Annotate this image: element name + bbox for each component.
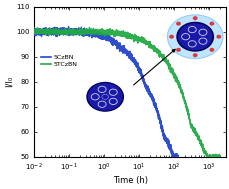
Circle shape (176, 48, 180, 51)
Circle shape (216, 35, 220, 38)
Circle shape (167, 15, 222, 58)
Circle shape (193, 17, 196, 19)
Circle shape (169, 35, 173, 38)
Circle shape (209, 22, 213, 25)
X-axis label: Time (h): Time (h) (112, 176, 147, 185)
Circle shape (176, 22, 180, 25)
Circle shape (88, 84, 121, 110)
Y-axis label: I/I₀: I/I₀ (4, 76, 13, 87)
Circle shape (176, 22, 213, 51)
Circle shape (178, 24, 211, 50)
Legend: 5CzBN, 5TCzBN: 5CzBN, 5TCzBN (41, 55, 77, 67)
Circle shape (87, 83, 123, 111)
Circle shape (209, 48, 213, 51)
Circle shape (193, 54, 196, 57)
